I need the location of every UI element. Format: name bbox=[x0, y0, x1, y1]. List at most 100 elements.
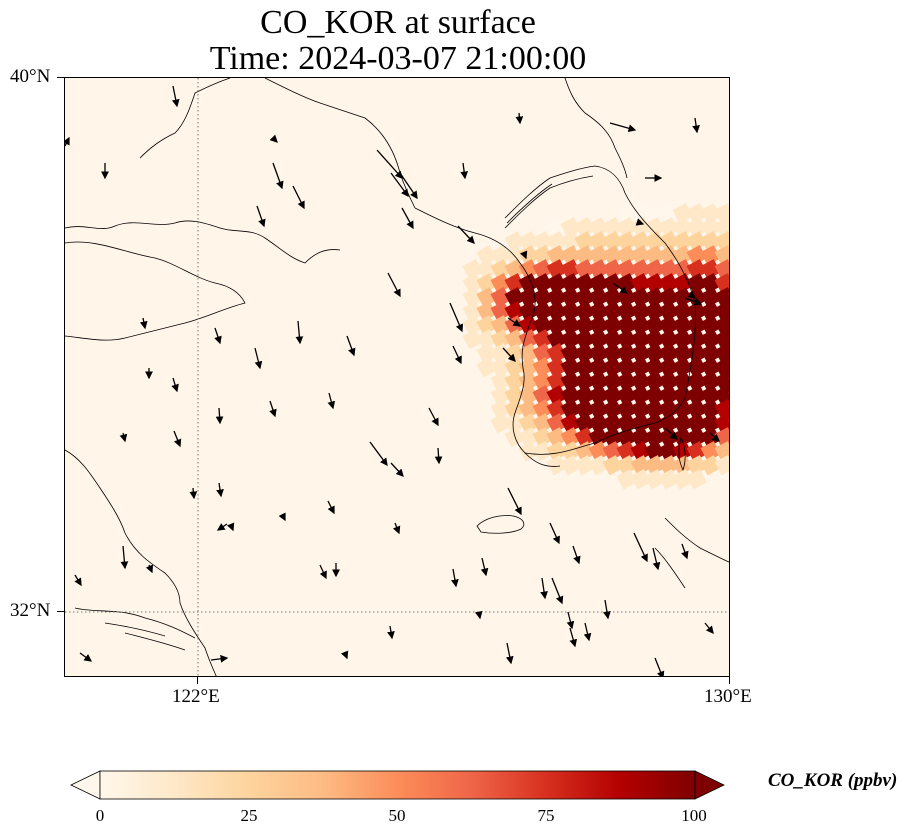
wind-arrow bbox=[507, 487, 522, 516]
heat-cell bbox=[658, 385, 679, 406]
heat-cell bbox=[700, 259, 721, 280]
wind-arrow bbox=[254, 347, 263, 370]
heat-cell bbox=[588, 231, 609, 252]
wind-arrow bbox=[399, 172, 418, 200]
heat-cell bbox=[462, 329, 483, 350]
heat-cell bbox=[560, 385, 581, 406]
heat-cell bbox=[616, 245, 637, 266]
heat-cell bbox=[714, 455, 729, 476]
shandong-coast bbox=[65, 241, 246, 341]
wind-arrow bbox=[278, 512, 286, 522]
heat-cell bbox=[630, 329, 651, 350]
heat-cell bbox=[630, 301, 651, 322]
wind-arrow bbox=[216, 482, 224, 498]
heat-cell bbox=[504, 301, 525, 322]
heat-cell bbox=[686, 203, 707, 224]
heat-cell bbox=[560, 287, 581, 308]
heat-cell bbox=[588, 427, 609, 448]
china-coastline bbox=[65, 220, 341, 264]
heat-cell bbox=[616, 259, 637, 280]
heat-cell bbox=[700, 427, 721, 448]
heat-cell bbox=[462, 287, 483, 308]
heat-cell bbox=[588, 413, 609, 434]
heat-cell bbox=[546, 385, 567, 406]
heat-cell bbox=[714, 385, 729, 406]
heat-cell bbox=[574, 273, 595, 294]
heat-cell bbox=[644, 245, 665, 266]
heat-cell bbox=[644, 441, 665, 462]
heat-cell bbox=[630, 259, 651, 280]
wind-arrow bbox=[603, 599, 611, 620]
wind-arrow bbox=[457, 225, 475, 244]
heat-cell bbox=[714, 217, 729, 238]
korea-east-coast bbox=[504, 165, 696, 399]
heat-cell bbox=[644, 203, 665, 224]
tsushima-island bbox=[678, 436, 686, 472]
heat-cell bbox=[588, 455, 609, 476]
colorbar-tick-0: 0 bbox=[95, 806, 105, 825]
heat-cell bbox=[658, 399, 679, 420]
heat-cell bbox=[518, 315, 539, 336]
wind-arrow bbox=[692, 117, 700, 134]
lon-tick-130e bbox=[729, 677, 730, 684]
heat-cell bbox=[532, 259, 553, 280]
heat-cell bbox=[532, 399, 553, 420]
heat-cell bbox=[490, 245, 511, 266]
heat-cell bbox=[532, 287, 553, 308]
map-panel[interactable] bbox=[64, 77, 730, 677]
heat-cell bbox=[714, 413, 729, 434]
heat-cell bbox=[532, 329, 553, 350]
heat-cell bbox=[658, 245, 679, 266]
heat-cell bbox=[644, 273, 665, 294]
heat-cell bbox=[644, 343, 665, 364]
heat-cell bbox=[616, 343, 637, 364]
heat-cell bbox=[490, 287, 511, 308]
heat-cell bbox=[672, 231, 693, 252]
heat-cell bbox=[658, 301, 679, 322]
china-east-coast bbox=[65, 449, 217, 676]
heat-cell bbox=[658, 357, 679, 378]
heat-cell bbox=[476, 245, 497, 266]
heat-cell bbox=[490, 371, 511, 392]
heat-cell bbox=[574, 427, 595, 448]
colorbar-gradient bbox=[99, 770, 696, 800]
wind-arrow bbox=[502, 347, 516, 362]
heat-cell bbox=[602, 301, 623, 322]
heat-cell bbox=[644, 329, 665, 350]
heat-cell bbox=[546, 343, 567, 364]
wind-arrow bbox=[609, 122, 637, 133]
wind-arrow bbox=[269, 400, 277, 418]
heat-cell bbox=[630, 469, 651, 490]
coastline-layer bbox=[65, 78, 729, 676]
heat-cell bbox=[490, 399, 511, 420]
heat-cell bbox=[546, 273, 567, 294]
lat-tick-40n bbox=[57, 77, 64, 78]
heat-cell bbox=[476, 273, 497, 294]
heat-cell bbox=[518, 385, 539, 406]
wind-arrow bbox=[387, 625, 395, 640]
heat-cell bbox=[644, 399, 665, 420]
wind-arrow bbox=[434, 447, 443, 465]
heat-cell bbox=[574, 315, 595, 336]
heat-cell bbox=[658, 329, 679, 350]
heat-cell bbox=[630, 371, 651, 392]
heat-cell bbox=[504, 357, 525, 378]
chart-title-line1: CO_KOR at surface bbox=[260, 4, 536, 41]
heat-cell bbox=[644, 357, 665, 378]
heat-cell bbox=[630, 455, 651, 476]
heat-cell bbox=[462, 273, 483, 294]
heat-cell bbox=[630, 385, 651, 406]
wind-arrow bbox=[215, 407, 224, 425]
map-canvas bbox=[65, 78, 729, 676]
heat-cell bbox=[686, 301, 707, 322]
wind-arrow bbox=[171, 85, 180, 108]
heat-cell bbox=[644, 385, 665, 406]
heat-cell bbox=[658, 217, 679, 238]
heat-cell bbox=[658, 315, 679, 336]
heat-cell bbox=[686, 259, 707, 280]
heat-cell bbox=[518, 301, 539, 322]
wind-arrow bbox=[709, 432, 720, 442]
wind-arrow bbox=[327, 392, 336, 410]
wind-arrow bbox=[549, 522, 560, 545]
heat-cell bbox=[560, 329, 581, 350]
